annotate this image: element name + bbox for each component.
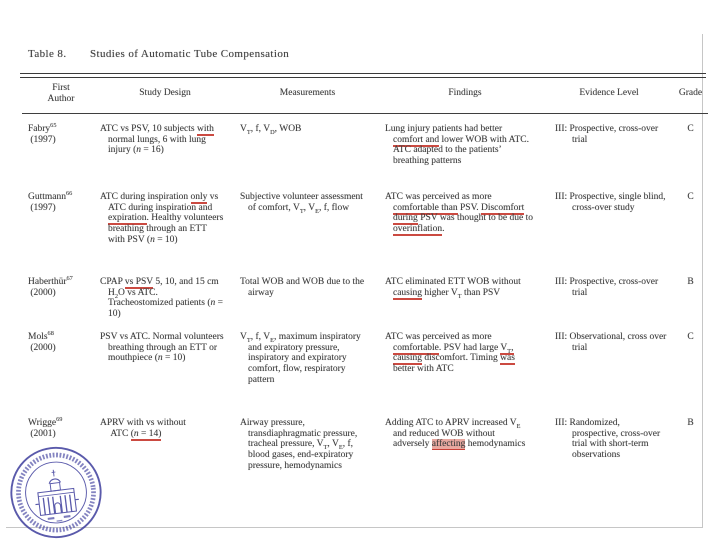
evidence-level-cell: III: Prospective, cross-over trial xyxy=(555,124,659,145)
measurements-cell: VT, f, VD, WOB xyxy=(240,124,302,137)
study-design-cell: ATC vs PSV, 10 subjects with normal lung… xyxy=(100,124,214,156)
author-cell: Fabry65 (1997) xyxy=(28,122,57,145)
findings-cell: Adding ATC to APRV increased VE and redu… xyxy=(385,418,526,450)
measurements-cell: VT, f, VE, maximum inspiratory and expir… xyxy=(240,332,361,385)
evidence-level-cell: III: Randomized, prospective, cross-over… xyxy=(555,418,661,460)
measurements-cell: Subjective volunteer assessment of comfo… xyxy=(240,192,363,215)
measurements-cell: Airway pressure, transdiaphragmatic pres… xyxy=(240,418,358,471)
findings-cell: Lung injury patients had better comfort … xyxy=(385,124,529,166)
measurements-cell: Total WOB and WOB due to the airway xyxy=(240,277,365,298)
findings-cell: ATC eliminated ETT WOB without causing h… xyxy=(385,277,521,300)
findings-cell: ATC was perceived as more comfortable th… xyxy=(385,192,533,236)
grade-cell: C xyxy=(687,124,694,135)
double-rule-bottom xyxy=(20,77,706,78)
table-title-text: Studies of Automatic Tube Compensation xyxy=(90,48,290,60)
study-design-cell: CPAP vs PSV 5, 10, and 15 cm H2O vs ATC.… xyxy=(100,277,224,319)
table-title-label: Table 8. xyxy=(28,48,67,60)
study-design-cell: PSV vs ATC. Normal volunteers breathing … xyxy=(100,332,224,364)
author-cell: Haberthür67 (2000) xyxy=(28,275,73,298)
evidence-level-cell: III: Observational, cross over trial xyxy=(555,332,667,353)
author-cell: Wrigge69 (2001) xyxy=(28,416,63,439)
findings-cell: ATC was perceived as more comfortable. P… xyxy=(385,332,515,374)
author-cell: Mols68 (2000) xyxy=(28,330,56,353)
study-design-cell: ATC during inspiration only vs ATC durin… xyxy=(100,192,224,245)
column-header-grade: Grade xyxy=(678,88,703,99)
study-design-cell: APRV with vs without ATC (n = 14) xyxy=(100,418,186,441)
grade-cell: B xyxy=(687,277,694,288)
header-rule xyxy=(22,113,708,115)
evidence-level-cell: III: Prospective, cross-over trial xyxy=(555,277,659,298)
page-border-bottom xyxy=(6,527,703,528)
grade-cell: B xyxy=(687,418,694,429)
grade-cell: C xyxy=(687,332,694,343)
column-header-study-design: Study Design xyxy=(139,88,191,99)
author-cell: Guttmann66 (1997) xyxy=(28,190,73,213)
double-rule-top xyxy=(20,73,706,74)
column-header-first-author: First Author xyxy=(47,83,75,104)
table-title: Table 8. Studies of Automatic Tube Compen… xyxy=(28,48,289,60)
column-header-evidence-level: Evidence Level xyxy=(579,88,639,99)
studies-table: First Author Study Design Measurements Fi… xyxy=(22,83,708,471)
evidence-level-cell: III: Prospective, single blind, cross-ov… xyxy=(555,192,666,213)
university-seal-icon xyxy=(10,446,102,539)
page-border-right xyxy=(702,34,703,528)
grade-cell: C xyxy=(687,192,694,203)
column-header-measurements: Measurements xyxy=(279,88,336,99)
column-header-findings: Findings xyxy=(448,88,482,99)
